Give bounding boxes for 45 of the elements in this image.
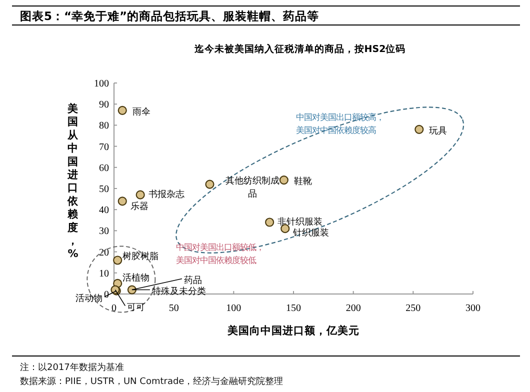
point — [127, 285, 136, 294]
x-tick-label: 200 — [346, 303, 361, 314]
annotation: 药品 — [184, 274, 202, 286]
x-tick-label: 300 — [466, 303, 480, 314]
annotation: 树胶树脂 — [122, 251, 159, 262]
annotation: 活植物 — [122, 272, 150, 284]
y-tick-label: 30 — [99, 226, 109, 238]
annotation: 雨伞 — [132, 106, 150, 118]
point — [113, 256, 122, 265]
y-tick-label: 60 — [99, 162, 109, 174]
x-axis-title: 美国向中国进口额，亿美元 — [226, 324, 360, 337]
point — [118, 196, 127, 206]
point — [118, 106, 127, 115]
y-tick-label: 70 — [99, 142, 109, 153]
y-tick-label: 20 — [99, 247, 109, 258]
point — [205, 180, 214, 189]
text: 美国从中国进口依赖度，% — [68, 103, 78, 260]
y-tick-label: 90 — [99, 100, 109, 111]
point — [265, 218, 274, 227]
annotation: 活动物 — [75, 292, 102, 304]
x-tick-label: 250 — [406, 303, 421, 314]
annotation: 乐器 — [130, 201, 148, 212]
chart-subtitle: 迄今未被美国纳入征税清单的商品，按HS2位码 — [193, 43, 406, 55]
chart-title: 图表5：“幸免于难”的商品包括玩具、服装鞋帽、药品等 — [20, 9, 320, 23]
annotation: 书报杂志 — [148, 188, 184, 200]
annotation: 针织服装 — [292, 228, 330, 239]
y-tick-label: 80 — [99, 120, 109, 132]
point — [136, 190, 145, 200]
x-tick-label: 50 — [168, 303, 179, 314]
point — [279, 176, 288, 185]
y-tick-label: 50 — [99, 184, 109, 195]
point — [414, 124, 424, 134]
annotation: 可可 — [127, 302, 146, 313]
annotation: 鞋靴 — [294, 176, 312, 188]
y-tick-label: 100 — [94, 78, 109, 90]
annotation: 特殊及未分类 — [152, 286, 206, 297]
y-tick-label: 40 — [99, 205, 109, 216]
annotation: 其他纺织制成品 — [226, 175, 280, 200]
x-tick-label: 150 — [286, 303, 301, 314]
annotation: 非针织服装 — [278, 216, 323, 228]
source-note: 数据来源：PIIE，USTR，UN Comtrade，经济与金融研究院整理 — [20, 376, 284, 387]
x-tick-label: 100 — [226, 303, 242, 314]
text: 注：以2017年数据为基准 — [20, 362, 124, 373]
annotation: 玩具 — [429, 125, 448, 136]
y-tick-label: 10 — [99, 268, 109, 280]
